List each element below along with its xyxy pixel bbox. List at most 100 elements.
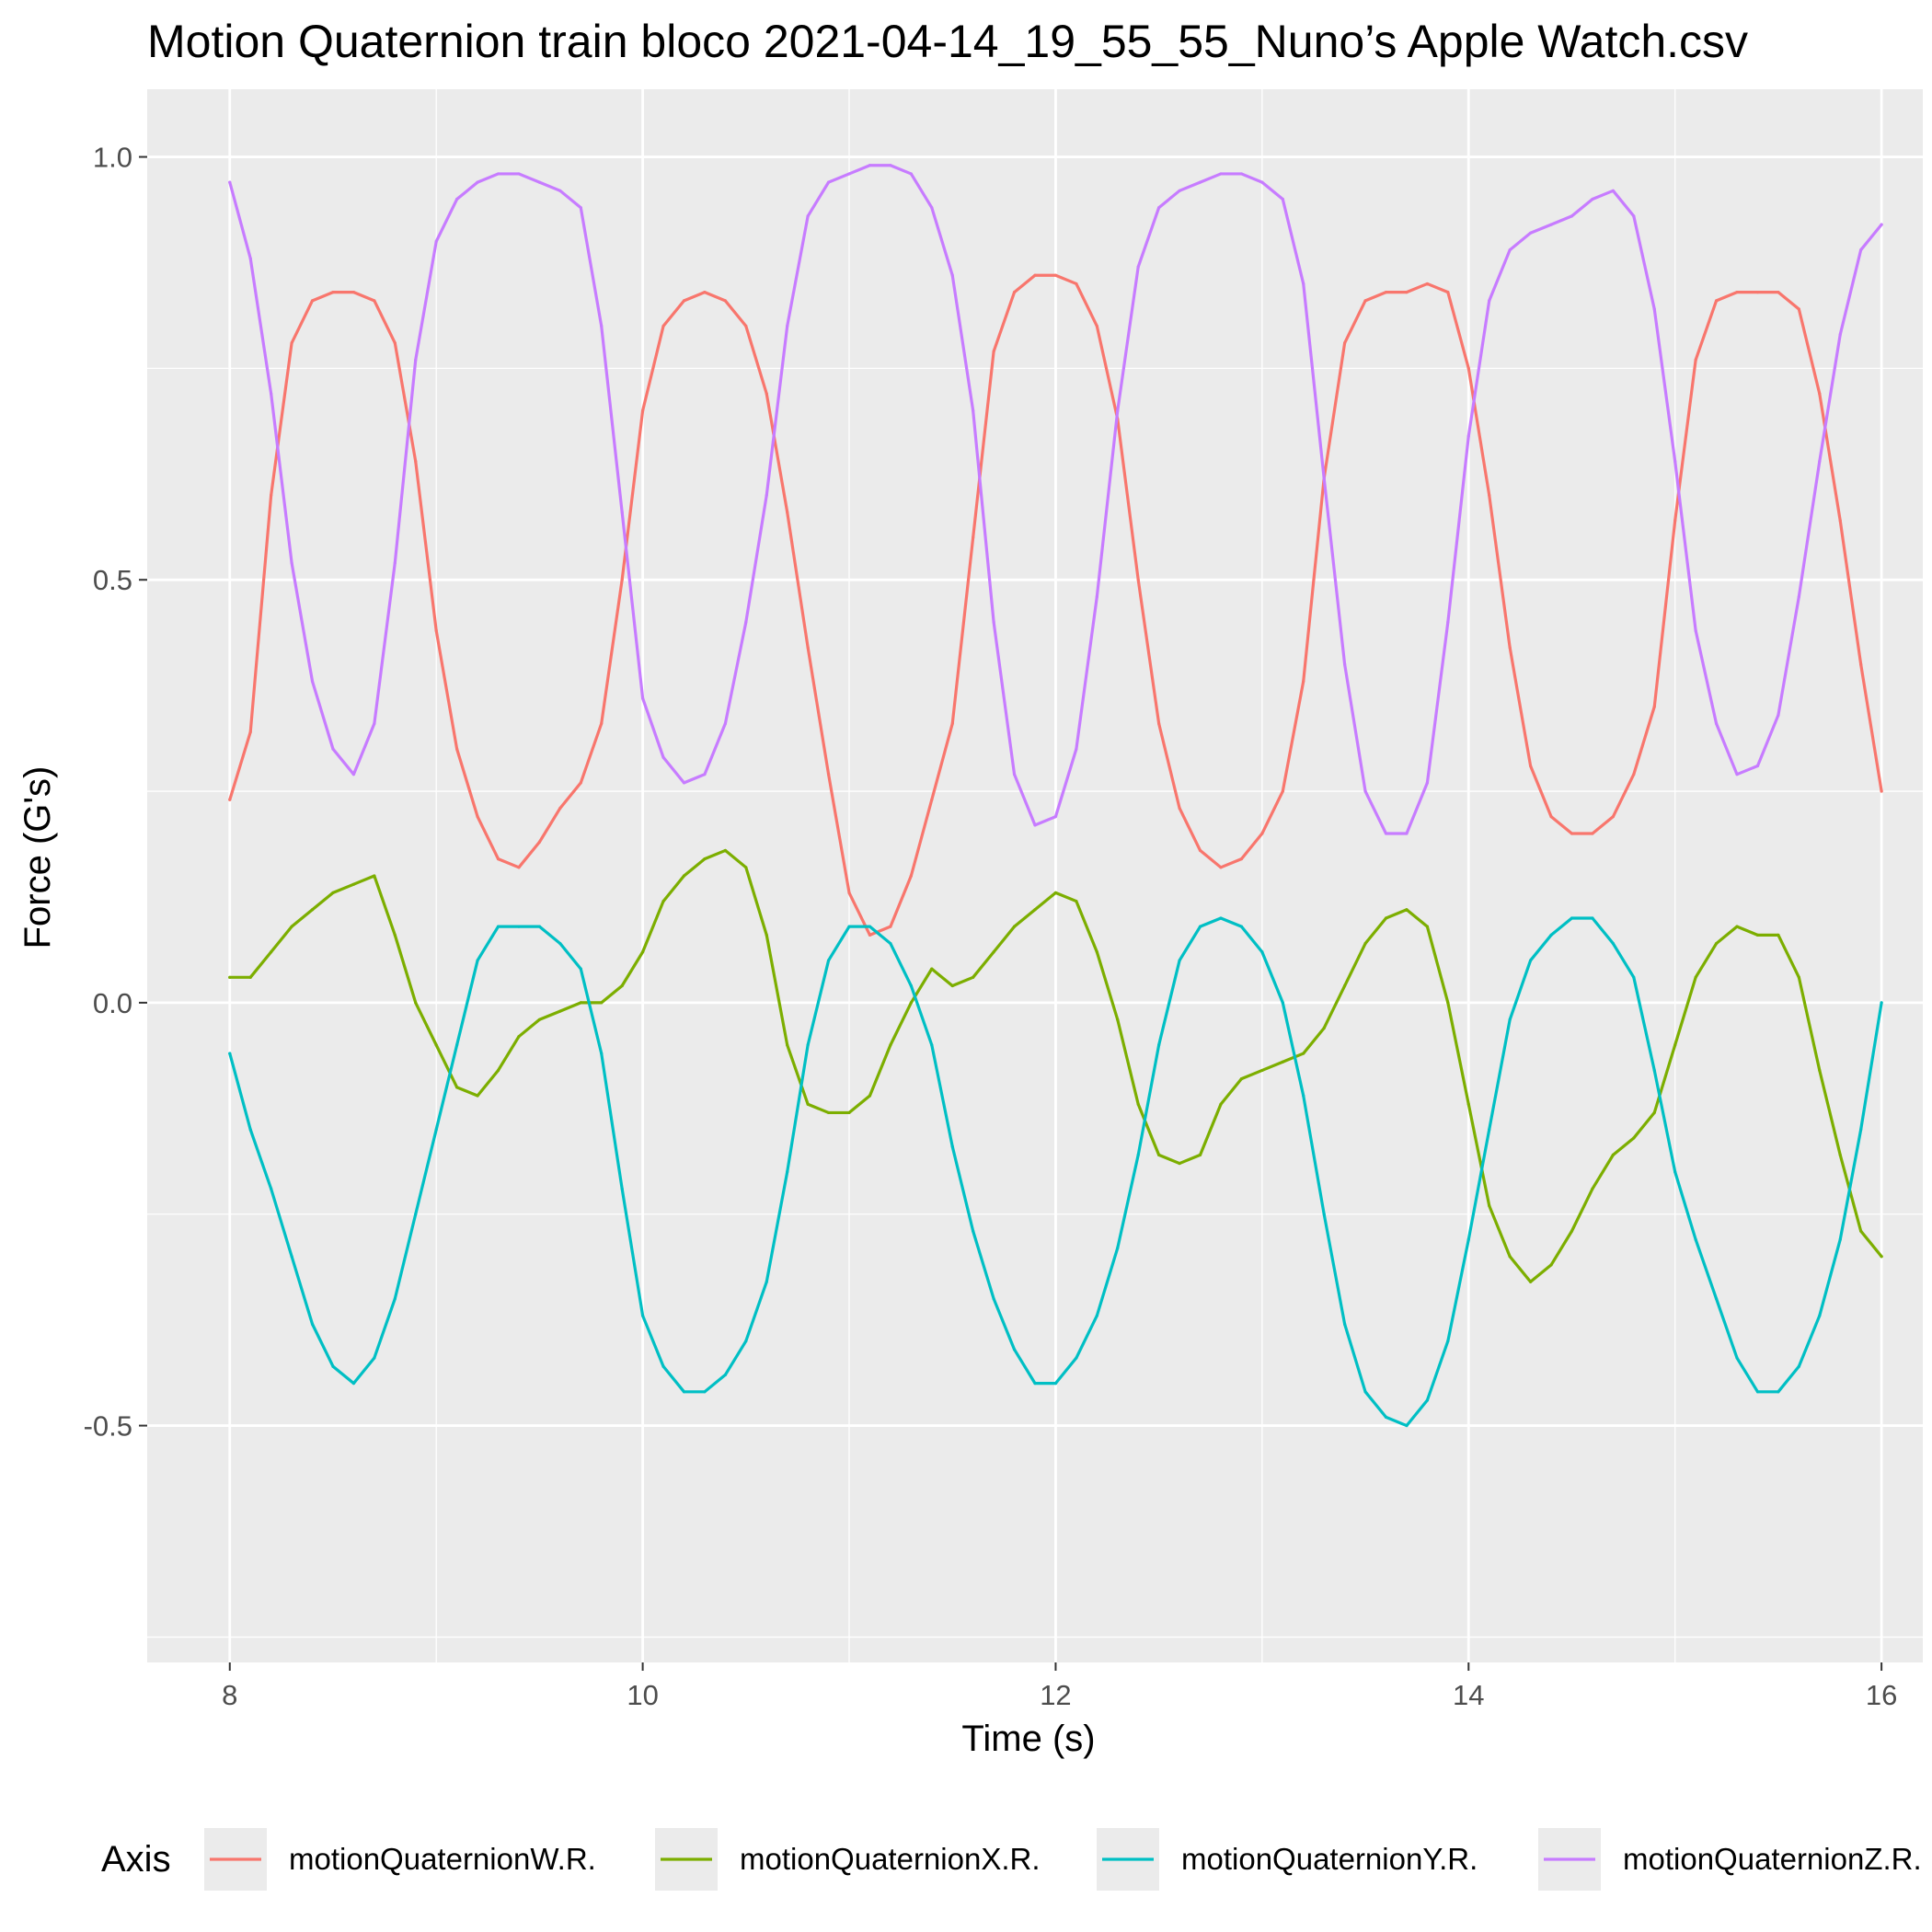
data-point xyxy=(1116,408,1120,412)
data-point xyxy=(496,857,500,861)
data-point xyxy=(682,1390,686,1394)
data-point xyxy=(972,1229,975,1233)
data-point xyxy=(1343,1322,1347,1326)
data-point xyxy=(1281,197,1284,201)
data-point xyxy=(806,1043,810,1047)
data-point xyxy=(744,324,748,328)
data-point xyxy=(517,172,521,176)
data-point xyxy=(1735,925,1739,928)
legend-item: motionQuaternionY.R. xyxy=(1097,1828,1478,1891)
data-point xyxy=(950,273,954,277)
data-point xyxy=(1694,358,1697,362)
data-point xyxy=(661,755,665,759)
x-tick-label: 8 xyxy=(222,1679,237,1711)
data-point xyxy=(558,189,562,192)
data-point xyxy=(331,291,335,294)
data-point xyxy=(889,925,892,928)
legend-title: Axis xyxy=(101,1839,171,1880)
data-point xyxy=(1384,1415,1388,1419)
data-point xyxy=(826,959,831,962)
data-point xyxy=(1239,172,1244,176)
data-point xyxy=(1755,291,1760,294)
data-point xyxy=(1818,1068,1822,1073)
data-point xyxy=(786,1170,789,1174)
data-point xyxy=(1488,299,1491,303)
data-point xyxy=(1116,1246,1120,1250)
data-point xyxy=(393,1297,397,1301)
legend-label: motionQuaternionZ.R. xyxy=(1623,1842,1922,1876)
data-point xyxy=(373,874,376,878)
data-point xyxy=(909,1001,913,1005)
data-point xyxy=(1591,197,1594,201)
data-point xyxy=(1673,1170,1677,1174)
data-point xyxy=(1859,248,1863,252)
data-point xyxy=(1838,1237,1842,1241)
data-point xyxy=(950,983,954,988)
data-point xyxy=(1508,1018,1512,1021)
data-point xyxy=(434,239,438,244)
data-point xyxy=(806,646,810,650)
data-point xyxy=(847,891,851,894)
data-point xyxy=(1880,1001,1883,1005)
data-point xyxy=(1075,282,1078,286)
data-point xyxy=(1033,1382,1037,1386)
series-layer xyxy=(228,164,1883,1428)
data-point xyxy=(1136,265,1140,269)
data-point xyxy=(248,730,252,734)
data-point xyxy=(1755,933,1760,937)
data-point xyxy=(889,941,892,946)
data-point xyxy=(1632,214,1636,218)
data-point xyxy=(1157,1153,1161,1156)
data-point xyxy=(930,206,934,210)
legend-label: motionQuaternionY.R. xyxy=(1181,1842,1478,1876)
data-point xyxy=(1012,773,1017,776)
legend-item: motionQuaternionZ.R. xyxy=(1538,1828,1922,1891)
data-point xyxy=(1488,493,1491,497)
data-point xyxy=(1797,595,1800,599)
data-point xyxy=(723,721,727,726)
data-point xyxy=(1425,1398,1429,1402)
data-point xyxy=(1632,1136,1636,1140)
data-point xyxy=(351,291,356,294)
data-point xyxy=(1859,662,1863,666)
data-point xyxy=(765,933,768,937)
data-point xyxy=(868,925,872,928)
data-point xyxy=(992,950,995,954)
data-point xyxy=(682,781,686,785)
data-point xyxy=(1405,832,1409,835)
data-point xyxy=(393,341,397,345)
data-point xyxy=(228,975,232,979)
data-point xyxy=(331,891,335,894)
data-point xyxy=(600,1052,604,1055)
data-point xyxy=(1466,1102,1470,1106)
data-point xyxy=(806,1102,810,1106)
data-point xyxy=(228,798,232,801)
data-point xyxy=(1033,908,1037,912)
data-point xyxy=(723,299,727,303)
data-point xyxy=(1446,1340,1450,1343)
data-point xyxy=(723,1373,727,1377)
data-point xyxy=(1322,477,1326,480)
data-point xyxy=(310,1322,315,1326)
data-point xyxy=(1053,815,1058,819)
data-point xyxy=(1652,1110,1656,1115)
data-point xyxy=(310,908,315,912)
data-point xyxy=(1425,925,1429,928)
data-point xyxy=(517,1035,521,1039)
data-point xyxy=(393,933,397,937)
data-point xyxy=(847,1110,851,1115)
data-point xyxy=(496,1068,500,1073)
data-point xyxy=(1198,848,1202,853)
data-point xyxy=(1116,1018,1120,1021)
data-point xyxy=(1343,662,1347,666)
data-point xyxy=(1075,899,1078,903)
data-point xyxy=(1466,434,1470,438)
data-point xyxy=(1529,959,1533,962)
data-point xyxy=(1488,1203,1491,1208)
y-tick-label: 0.0 xyxy=(93,987,132,1019)
data-point xyxy=(537,840,542,844)
data-point xyxy=(270,493,273,497)
data-point xyxy=(1363,299,1367,303)
data-point xyxy=(682,874,686,878)
data-point xyxy=(1570,1229,1574,1233)
